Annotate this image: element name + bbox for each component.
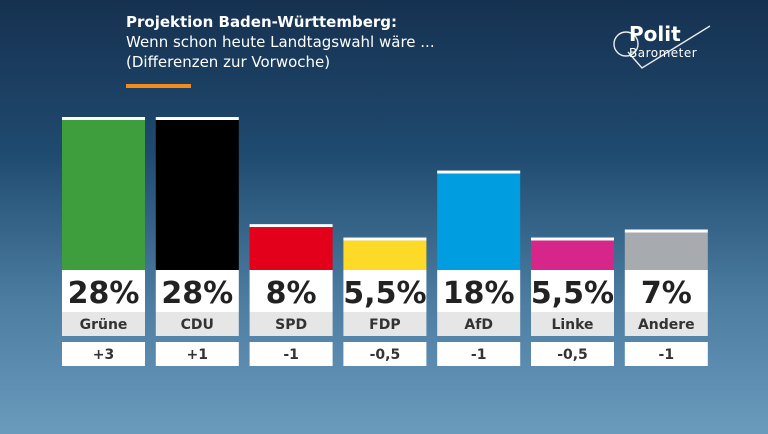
category-label: Linke <box>551 317 593 333</box>
bar-top-edge <box>531 237 614 241</box>
value-label: 28% <box>68 276 140 311</box>
category-label: SPD <box>275 317 307 333</box>
bar-top-edge <box>249 224 333 228</box>
politbarometer-logo: Polit Barometer <box>612 22 722 72</box>
bar-6 <box>624 232 708 270</box>
bar-top-edge <box>343 237 427 241</box>
bar-5 <box>531 240 614 270</box>
logo-check-icon <box>613 25 711 69</box>
bar-top-edge <box>62 117 145 120</box>
value-box <box>437 270 521 312</box>
value-label: 7% <box>641 276 692 311</box>
change-box <box>343 342 427 366</box>
category-label: Grüne <box>80 317 128 333</box>
value-label: 8% <box>266 276 317 311</box>
value-label: 18% <box>443 276 515 311</box>
value-box <box>624 270 708 312</box>
bar-top-edge <box>155 117 239 120</box>
change-box <box>62 342 145 366</box>
category-box <box>437 312 521 336</box>
title-block: Projektion Baden-Württemberg: Wenn schon… <box>126 12 435 72</box>
change-label: +3 <box>93 347 114 363</box>
category-label: Andere <box>638 317 695 333</box>
change-label: +1 <box>187 347 208 363</box>
change-box <box>155 342 239 366</box>
value-label: 5,5% <box>531 276 614 311</box>
category-label: AfD <box>464 317 493 333</box>
value-label: 28% <box>161 276 233 311</box>
bar-4 <box>437 173 521 270</box>
change-box <box>249 342 333 366</box>
category-box <box>531 312 614 336</box>
bar-2 <box>249 227 333 270</box>
logo-text-barometer: Barometer <box>629 46 698 60</box>
category-label: FDP <box>369 317 400 333</box>
change-label: -1 <box>283 347 299 363</box>
bar-3 <box>343 240 427 270</box>
category-box <box>249 312 333 336</box>
bar-top-edge <box>624 229 708 233</box>
title-accent-bar <box>126 84 191 88</box>
value-box <box>249 270 333 312</box>
value-box <box>531 270 614 312</box>
change-label: -1 <box>659 347 675 363</box>
category-box <box>624 312 708 336</box>
category-box <box>343 312 427 336</box>
change-box <box>624 342 708 366</box>
change-label: -0,5 <box>557 347 588 363</box>
logo-text-polit: Polit <box>629 22 681 46</box>
value-box <box>62 270 145 312</box>
category-box <box>62 312 145 336</box>
bar-1 <box>155 120 239 270</box>
value-box <box>155 270 239 312</box>
category-box <box>155 312 239 336</box>
change-box <box>437 342 521 366</box>
category-label: CDU <box>181 317 214 333</box>
bar-0 <box>62 120 145 270</box>
value-box <box>343 270 427 312</box>
change-label: -0,5 <box>370 347 401 363</box>
chart-title: Projektion Baden-Württemberg: <box>126 13 398 31</box>
chart-subtitle: Wenn schon heute Landtagswahl wäre ... <box>126 33 435 51</box>
change-label: -1 <box>471 347 487 363</box>
change-box <box>531 342 614 366</box>
chart-subtitle-differences: (Differenzen zur Vorwoche) <box>126 53 331 71</box>
value-label: 5,5% <box>343 276 426 311</box>
bar-top-edge <box>437 170 521 174</box>
